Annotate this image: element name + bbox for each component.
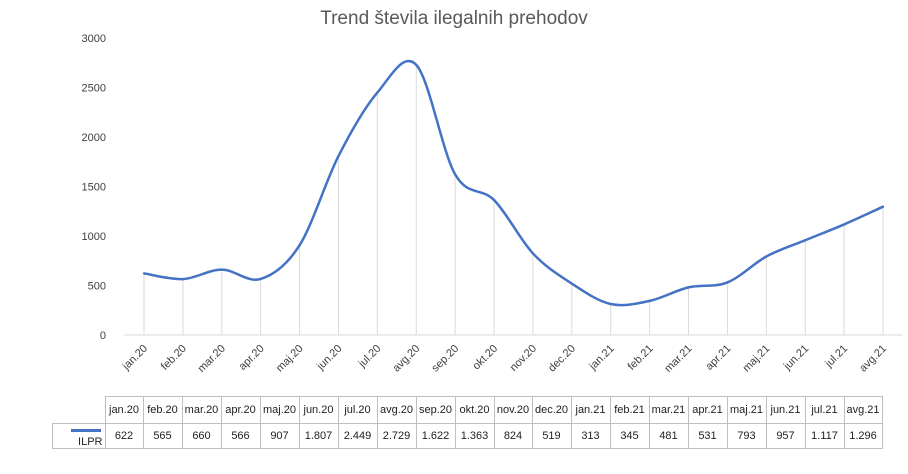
x-tick-label: avg.20 — [391, 343, 423, 375]
data-table-value-cell: 1.622 — [415, 423, 456, 449]
data-table-category-cell: maj.20 — [259, 396, 300, 424]
x-tick-label: dec.20 — [546, 343, 578, 375]
data-point — [337, 154, 340, 158]
y-tick-label: 0 — [100, 330, 106, 342]
data-table-value-cell: 565 — [142, 423, 183, 449]
series-line-ilpr — [143, 59, 884, 307]
data-table-category-cell: apr.21 — [687, 396, 728, 424]
y-tick-label: 3000 — [82, 33, 106, 45]
data-table-category-cell: avg.20 — [376, 396, 417, 424]
data-point — [453, 173, 457, 176]
data-point — [570, 282, 574, 285]
y-tick-label: 2000 — [82, 132, 106, 144]
data-point — [492, 198, 496, 202]
x-tick-label: apr.20 — [237, 343, 267, 373]
x-tick-label: maj.21 — [741, 343, 773, 375]
data-table-header-row: jan.20 feb.20 mar.20 apr.20 maj.20 jun.20 jul.… — [52, 396, 883, 424]
data-table-value-cell: 660 — [181, 423, 222, 449]
data-table-corner — [52, 396, 106, 424]
x-tick-label: apr.21 — [703, 343, 733, 373]
data-point — [259, 277, 262, 281]
y-tick-label: 2500 — [82, 83, 106, 95]
data-table-value-cell: 566 — [220, 423, 261, 449]
data-point — [765, 255, 768, 258]
x-tick-label: sep.20 — [429, 343, 461, 375]
data-table-value-cell: 531 — [687, 423, 728, 449]
data-table-category-cell: maj.21 — [726, 396, 767, 424]
x-tick-label: jun.20 — [314, 343, 344, 373]
data-table-value-cell: 481 — [648, 423, 689, 449]
data-table-category-cell: sep.20 — [415, 396, 456, 424]
x-tick-label: avg.21 — [857, 343, 889, 375]
data-point — [531, 252, 535, 255]
data-table-value-cell: 957 — [765, 423, 806, 449]
data-table-value-cell: 907 — [259, 423, 300, 449]
data-table-value-cell: 345 — [609, 423, 650, 449]
data-table-category-cell: jul.21 — [804, 396, 845, 424]
data-table-category-cell: jan.20 — [104, 396, 144, 424]
x-tick-label: jul.21 — [822, 343, 850, 371]
x-tick-label: okt.20 — [470, 343, 500, 373]
y-tick-label: 1000 — [82, 231, 106, 243]
data-table-category-cell: dec.20 — [531, 396, 572, 424]
data-table-category-cell: mar.20 — [181, 396, 222, 424]
data-table-category-cell: jun.20 — [298, 396, 339, 424]
data-table-category-cell: feb.20 — [142, 396, 183, 424]
data-table-category-cell: okt.20 — [454, 396, 495, 424]
data-table-category-cell: jul.20 — [337, 396, 378, 424]
x-tick-label: nov.20 — [508, 343, 539, 374]
x-tick-label: jan.21 — [586, 343, 616, 373]
data-table-legend-cell: ILPR — [52, 423, 106, 449]
y-tick-label: 500 — [88, 281, 106, 293]
data-table: jan.20 feb.20 mar.20 apr.20 maj.20 jun.20 jul.… — [52, 396, 883, 449]
data-table-values-row: ILPR 622 565 660 566 907 1.807 2.449 2.729 1.622… — [52, 423, 883, 449]
data-point — [220, 268, 223, 271]
data-point — [726, 281, 729, 284]
data-point — [181, 277, 185, 281]
data-table-value-cell: 2.449 — [337, 423, 378, 449]
data-point — [298, 244, 301, 247]
data-point — [687, 286, 690, 289]
data-table-value-cell: 1.363 — [454, 423, 495, 449]
data-table-value-cell: 1.296 — [843, 423, 883, 449]
data-table-category-cell: avg.21 — [843, 396, 883, 424]
data-point — [648, 299, 651, 303]
y-tick-label: 1500 — [82, 182, 106, 194]
data-point — [881, 205, 885, 208]
x-tick-label: mar.21 — [662, 343, 694, 375]
data-point — [142, 272, 146, 275]
data-table-category-cell: apr.20 — [220, 396, 261, 424]
data-table-category-cell: mar.21 — [648, 396, 689, 424]
data-point — [804, 239, 807, 242]
data-point — [415, 63, 418, 67]
data-table-value-cell: 313 — [570, 423, 611, 449]
data-table-value-cell: 622 — [104, 423, 144, 449]
x-tick-label: maj.20 — [274, 343, 306, 375]
x-tick-label: feb.20 — [159, 343, 189, 373]
data-table-category-cell: jun.21 — [765, 396, 806, 424]
data-table-value-cell: 824 — [493, 423, 533, 449]
data-point — [609, 302, 612, 306]
data-table-value-cell: 519 — [531, 423, 572, 449]
data-table-category-cell: feb.21 — [609, 396, 650, 424]
legend-series-name: ILPR — [78, 436, 103, 448]
data-table-value-cell: 1.117 — [804, 423, 845, 449]
data-table-value-cell: 2.729 — [376, 423, 417, 449]
data-table-value-cell: 1.807 — [298, 423, 339, 449]
legend-line-swatch — [70, 428, 101, 432]
x-tick-label: jul.20 — [356, 343, 384, 371]
chart-title: Trend števila ilegalnih prehodov — [320, 8, 588, 29]
x-tick-label: feb.21 — [626, 343, 656, 373]
data-table-value-cell: 793 — [726, 423, 767, 449]
x-tick-label: jun.21 — [781, 343, 811, 373]
data-point — [376, 91, 379, 94]
data-table-category-cell: nov.20 — [493, 396, 533, 424]
x-tick-label: mar.20 — [196, 343, 228, 375]
data-table-category-cell: jan.21 — [570, 396, 611, 424]
data-point — [842, 223, 846, 226]
x-tick-label: jan.20 — [120, 343, 150, 373]
